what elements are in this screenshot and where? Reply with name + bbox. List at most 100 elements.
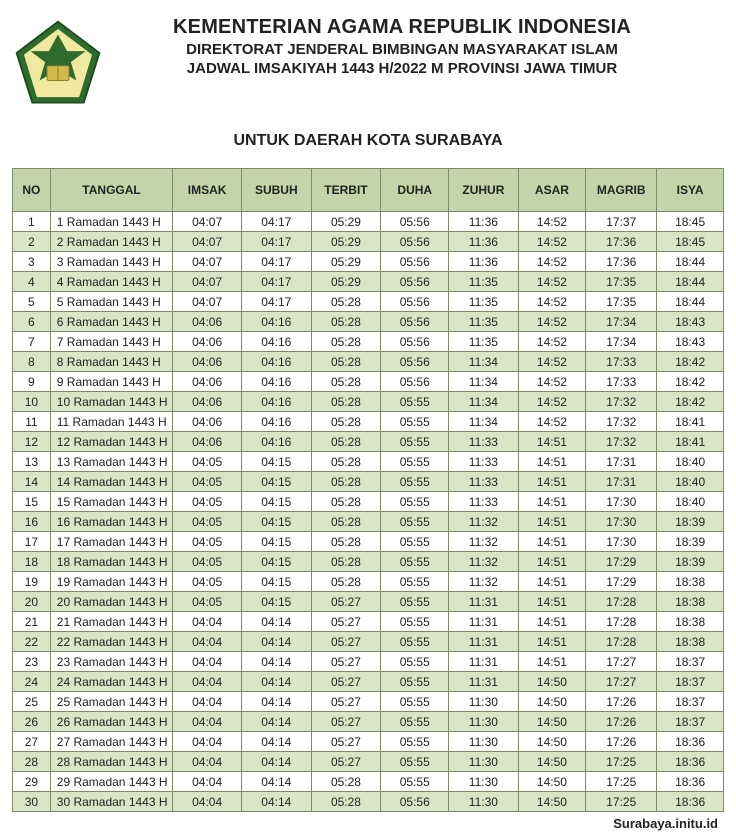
table-row: 1010 Ramadan 1443 H04:0604:1605:2805:551… <box>13 392 724 412</box>
cell-tanggal: 18 Ramadan 1443 H <box>50 552 173 572</box>
cell-time: 04:04 <box>173 792 242 812</box>
table-row: 1212 Ramadan 1443 H04:0604:1605:2805:551… <box>13 432 724 452</box>
column-header: TERBIT <box>311 169 381 212</box>
cell-time: 18:37 <box>657 652 724 672</box>
cell-time: 14:51 <box>518 492 586 512</box>
cell-time: 05:28 <box>311 572 381 592</box>
cell-time: 14:51 <box>518 452 586 472</box>
cell-no: 26 <box>13 712 51 732</box>
cell-tanggal: 5 Ramadan 1443 H <box>50 292 173 312</box>
cell-time: 04:15 <box>241 492 311 512</box>
cell-time: 04:07 <box>173 292 242 312</box>
table-row: 2929 Ramadan 1443 H04:0404:1405:2805:551… <box>13 772 724 792</box>
cell-no: 3 <box>13 252 51 272</box>
cell-time: 05:55 <box>381 412 449 432</box>
cell-no: 21 <box>13 612 51 632</box>
cell-time: 11:31 <box>449 672 518 692</box>
cell-tanggal: 12 Ramadan 1443 H <box>50 432 173 452</box>
table-row: 1818 Ramadan 1443 H04:0504:1505:2805:551… <box>13 552 724 572</box>
cell-time: 14:50 <box>518 672 586 692</box>
cell-time: 04:04 <box>173 712 242 732</box>
cell-time: 05:55 <box>381 592 449 612</box>
cell-time: 05:27 <box>311 712 381 732</box>
cell-tanggal: 17 Ramadan 1443 H <box>50 532 173 552</box>
cell-time: 14:52 <box>518 232 586 252</box>
cell-time: 05:55 <box>381 632 449 652</box>
title-subtitle-2: JADWAL IMSAKIYAH 1443 H/2022 M PROVINSI … <box>120 60 684 77</box>
cell-time: 17:26 <box>586 692 657 712</box>
cell-time: 04:06 <box>173 392 242 412</box>
table-row: 1919 Ramadan 1443 H04:0504:1505:2805:551… <box>13 572 724 592</box>
cell-time: 11:33 <box>449 472 518 492</box>
cell-time: 05:28 <box>311 512 381 532</box>
cell-time: 14:52 <box>518 352 586 372</box>
cell-time: 05:28 <box>311 772 381 792</box>
cell-time: 17:34 <box>586 332 657 352</box>
cell-time: 18:42 <box>657 352 724 372</box>
cell-tanggal: 27 Ramadan 1443 H <box>50 732 173 752</box>
cell-time: 17:28 <box>586 592 657 612</box>
cell-time: 14:52 <box>518 292 586 312</box>
cell-time: 14:52 <box>518 212 586 232</box>
cell-time: 18:43 <box>657 332 724 352</box>
cell-time: 11:30 <box>449 732 518 752</box>
column-header: TANGGAL <box>50 169 173 212</box>
cell-time: 18:40 <box>657 472 724 492</box>
cell-time: 14:50 <box>518 772 586 792</box>
region-title: UNTUK DAERAH KOTA SURABAYA <box>12 132 724 150</box>
cell-time: 04:06 <box>173 432 242 452</box>
cell-no: 4 <box>13 272 51 292</box>
cell-time: 17:30 <box>586 512 657 532</box>
cell-time: 05:28 <box>311 432 381 452</box>
cell-time: 05:28 <box>311 352 381 372</box>
cell-time: 17:36 <box>586 232 657 252</box>
cell-time: 04:05 <box>173 532 242 552</box>
table-row: 2727 Ramadan 1443 H04:0404:1405:2705:551… <box>13 732 724 752</box>
cell-time: 17:29 <box>586 552 657 572</box>
cell-no: 12 <box>13 432 51 452</box>
cell-time: 04:16 <box>241 352 311 372</box>
cell-time: 11:30 <box>449 692 518 712</box>
cell-time: 17:26 <box>586 732 657 752</box>
cell-time: 05:28 <box>311 452 381 472</box>
cell-time: 17:28 <box>586 612 657 632</box>
table-row: 55 Ramadan 1443 H04:0704:1705:2805:5611:… <box>13 292 724 312</box>
cell-time: 04:04 <box>173 652 242 672</box>
cell-no: 30 <box>13 792 51 812</box>
cell-time: 18:42 <box>657 372 724 392</box>
cell-time: 04:15 <box>241 572 311 592</box>
cell-time: 18:36 <box>657 752 724 772</box>
cell-time: 05:55 <box>381 652 449 672</box>
cell-no: 1 <box>13 212 51 232</box>
cell-time: 14:51 <box>518 472 586 492</box>
cell-time: 05:55 <box>381 732 449 752</box>
cell-time: 05:55 <box>381 472 449 492</box>
cell-time: 11:33 <box>449 492 518 512</box>
cell-time: 04:04 <box>173 752 242 772</box>
cell-time: 17:25 <box>586 752 657 772</box>
cell-time: 17:31 <box>586 452 657 472</box>
cell-time: 14:50 <box>518 692 586 712</box>
table-row: 1717 Ramadan 1443 H04:0504:1505:2805:551… <box>13 532 724 552</box>
cell-time: 14:50 <box>518 712 586 732</box>
cell-tanggal: 4 Ramadan 1443 H <box>50 272 173 292</box>
table-row: 11 Ramadan 1443 H04:0704:1705:2905:5611:… <box>13 212 724 232</box>
cell-time: 18:39 <box>657 552 724 572</box>
cell-time: 14:50 <box>518 792 586 812</box>
cell-no: 14 <box>13 472 51 492</box>
cell-time: 05:28 <box>311 532 381 552</box>
cell-time: 17:29 <box>586 572 657 592</box>
cell-time: 04:07 <box>173 232 242 252</box>
cell-no: 20 <box>13 592 51 612</box>
cell-time: 11:30 <box>449 752 518 772</box>
cell-time: 14:51 <box>518 512 586 532</box>
cell-tanggal: 26 Ramadan 1443 H <box>50 712 173 732</box>
cell-time: 04:07 <box>173 252 242 272</box>
cell-time: 04:06 <box>173 332 242 352</box>
cell-time: 05:56 <box>381 372 449 392</box>
cell-time: 14:50 <box>518 732 586 752</box>
cell-time: 11:34 <box>449 372 518 392</box>
cell-time: 04:16 <box>241 392 311 412</box>
cell-time: 04:04 <box>173 772 242 792</box>
cell-time: 05:28 <box>311 552 381 572</box>
